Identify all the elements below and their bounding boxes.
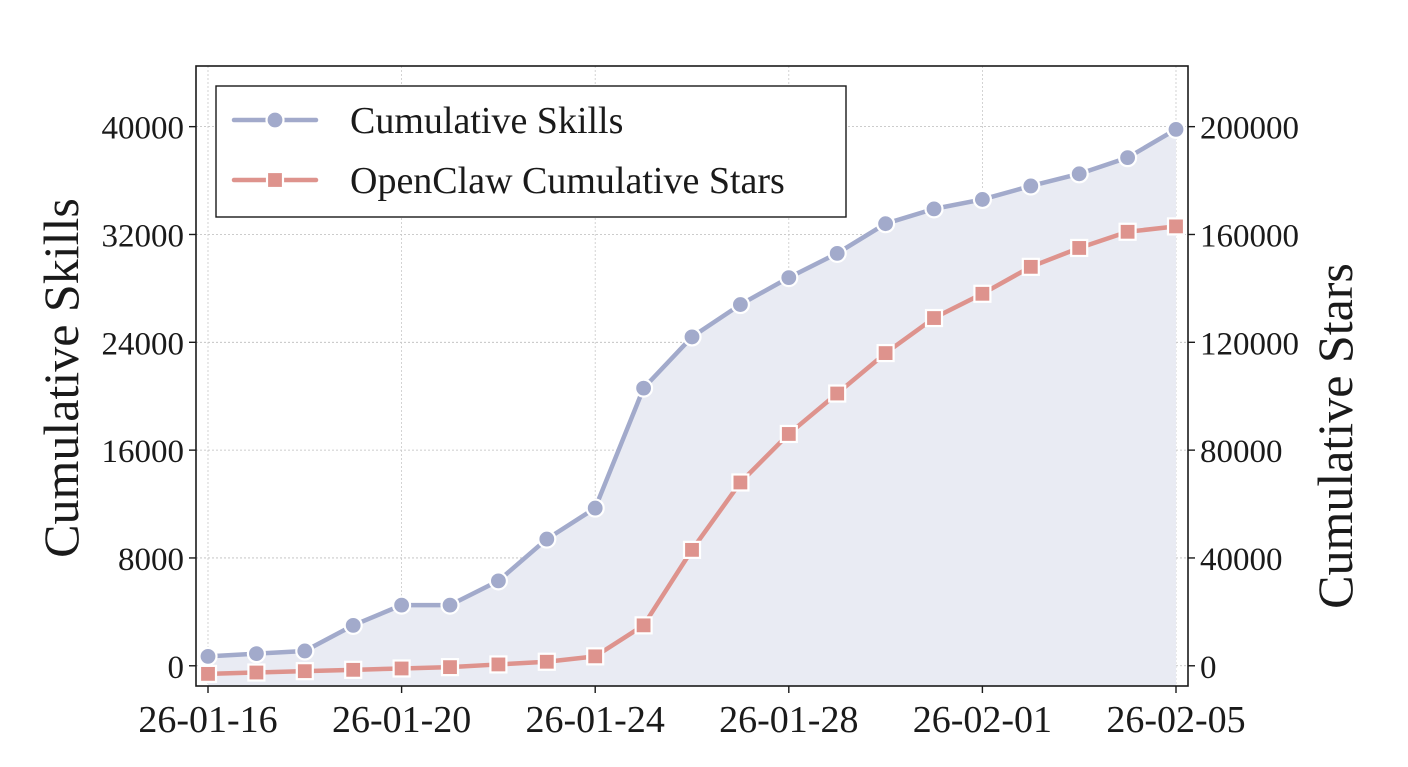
data-point-skills [924,199,944,219]
data-point-stars [586,647,605,666]
legend-label-0: Cumulative Skills [350,100,623,142]
y-axis-label-right: Cumulative Stars [1307,263,1363,609]
data-point-stars [440,658,460,677]
data-point-stars [973,284,992,303]
series-area-0 [208,129,1176,686]
x-tick-label: 26-01-24 [526,699,665,741]
data-point-skills [343,615,363,635]
x-tick-label: 26-01-20 [332,699,471,741]
data-point-stars [924,308,944,328]
data-point-stars [392,659,411,678]
x-tick-label: 26-01-28 [719,699,858,741]
data-point-stars [295,662,314,681]
data-point-skills [440,595,460,615]
y-left-tick-label: 0 [168,650,185,686]
data-point-skills [1021,176,1041,196]
y-right-tick-label: 160000 [1200,218,1299,254]
data-point-skills [827,243,847,263]
data-point-stars [1166,217,1186,236]
x-tick-label: 26-01-16 [138,699,277,741]
data-point-stars [634,616,653,635]
y-left-tick-label: 16000 [102,434,185,470]
data-point-skills [682,327,702,347]
y-left-tick-label: 40000 [102,111,185,147]
x-tick-label: 26-02-05 [1106,699,1245,741]
data-point-stars [876,343,895,363]
data-point-skills [1117,148,1138,168]
y-right-tick-label: 40000 [1200,542,1283,578]
data-point-skills [972,189,993,210]
data-point-skills [392,595,412,615]
data-point-stars [828,384,847,403]
data-point-stars [537,652,556,671]
data-point-skills [779,268,799,288]
data-point-stars [198,664,218,683]
y-right-tick-label: 80000 [1200,434,1283,470]
data-point-stars [247,663,266,682]
legend-marker-circle [265,110,285,130]
data-point-stars [489,655,508,674]
data-point-skills [295,641,315,661]
y-right-tick-label: 120000 [1200,326,1299,362]
y-right-tick-label: 200000 [1200,111,1299,147]
data-point-skills [730,294,751,315]
data-point-skills [537,529,557,549]
y-left-tick-label: 24000 [102,326,185,362]
data-point-skills [875,214,896,234]
y-left-tick-label: 8000 [118,542,184,578]
data-point-stars [731,473,750,492]
data-point-stars [344,660,363,679]
y-right-tick-label: 0 [1200,650,1217,686]
legend-label-1: OpenClaw Cumulative Stars [350,160,785,202]
data-point-stars [682,540,702,559]
y-axis-label-left: Cumulative Skills [33,198,89,558]
data-point-skills [488,571,508,591]
data-point-skills [585,498,605,518]
y-left-tick-label: 32000 [102,218,185,254]
data-point-stars [1070,238,1089,258]
legend-marker-square [265,170,285,190]
data-point-stars [1118,222,1137,241]
data-point-skills [198,646,218,666]
data-point-skills [246,644,266,664]
data-point-skills [1069,164,1089,184]
data-point-skills [633,378,654,398]
legend-box [215,85,847,218]
data-point-stars [1021,257,1040,276]
data-point-skills [1166,119,1186,139]
data-point-stars [779,424,798,444]
x-tick-label: 26-02-01 [913,699,1052,741]
plot-frame [195,65,1189,687]
